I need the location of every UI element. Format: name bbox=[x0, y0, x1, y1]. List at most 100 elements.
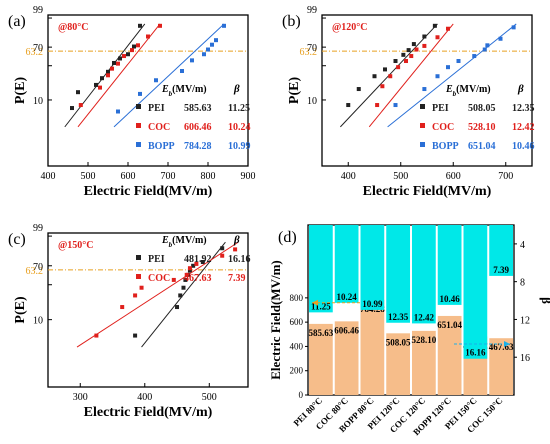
data-point bbox=[187, 268, 192, 273]
fit-line bbox=[76, 241, 239, 348]
data-point bbox=[220, 246, 225, 251]
panel-label: (d) bbox=[278, 229, 297, 246]
beta-bar bbox=[360, 225, 385, 310]
legend-series-name: PEI bbox=[432, 103, 449, 114]
eb-bar bbox=[489, 338, 513, 395]
panel-label: (a) bbox=[8, 13, 26, 30]
x-tick-label: 300 bbox=[73, 392, 88, 403]
left-y-tick-label: 800 bbox=[290, 293, 304, 303]
data-point bbox=[130, 48, 134, 53]
series-pei bbox=[133, 241, 226, 348]
legend-beta-value: 16.16 bbox=[228, 254, 251, 265]
data-point bbox=[158, 23, 162, 28]
panel-c: 63.2 10 70 99 300 400 500 Electric Field(MV/m) P… bbox=[8, 223, 251, 420]
legend-header-beta: β bbox=[517, 83, 524, 95]
data-point bbox=[112, 60, 116, 65]
legend-beta-value: 10.24 bbox=[228, 122, 251, 133]
beta-bar bbox=[463, 225, 488, 359]
legend-series-name: BOPP bbox=[432, 141, 459, 152]
legend: Eb(MV/m) β PEI 481.92 16.16 COC 467.63 7.39 bbox=[136, 234, 251, 284]
data-point bbox=[146, 34, 150, 39]
eb-bar-label: 606.46 bbox=[334, 325, 359, 335]
data-point bbox=[106, 69, 110, 74]
legend-eb-value: 528.10 bbox=[468, 122, 496, 133]
data-point bbox=[498, 36, 503, 41]
panel-label: (b) bbox=[282, 13, 301, 30]
data-point bbox=[120, 305, 125, 310]
data-point bbox=[175, 305, 180, 310]
beta-bar bbox=[309, 225, 333, 313]
data-point bbox=[132, 44, 136, 49]
panel-label: (c) bbox=[8, 231, 26, 248]
data-point bbox=[396, 65, 401, 70]
y-tick-label: 99 bbox=[33, 223, 43, 234]
data-point bbox=[100, 76, 104, 81]
beta-bar-label: 11.25 bbox=[311, 301, 331, 311]
eb-bar-label: 528.10 bbox=[412, 335, 437, 345]
condition-label: @120°C bbox=[332, 22, 368, 33]
right-y-tick-label: 4 bbox=[520, 240, 525, 251]
data-point bbox=[78, 103, 83, 108]
x-tick-label: 600 bbox=[446, 171, 461, 182]
data-point bbox=[435, 35, 440, 40]
legend-series-name: BOPP bbox=[148, 141, 175, 152]
data-point bbox=[380, 84, 385, 89]
y-tick-label: 10 bbox=[33, 96, 43, 107]
x-tick-label: 500 bbox=[393, 171, 408, 182]
legend-marker bbox=[136, 274, 141, 279]
data-point bbox=[214, 38, 218, 43]
left-axis-arrowhead bbox=[312, 299, 318, 306]
legend: Eb(MV/m) β PEI 585.63 11.25 COC 606.46 10.24 BOP… bbox=[136, 83, 251, 152]
data-point bbox=[122, 54, 126, 59]
legend-series-name: PEI bbox=[148, 103, 165, 114]
beta-bar-label: 12.35 bbox=[388, 312, 409, 322]
data-point bbox=[409, 54, 414, 59]
data-point bbox=[346, 103, 351, 108]
x-tick-label: 900 bbox=[241, 171, 256, 182]
plot-frame bbox=[307, 224, 515, 396]
x-tick-label: 400 bbox=[137, 392, 152, 403]
left-y-tick-label: 200 bbox=[290, 366, 304, 376]
beta-bar-label: 16.16 bbox=[465, 348, 486, 358]
x-tick-label: 600 bbox=[121, 171, 136, 182]
panel-d: 585.63606.46784.28508.05528.10651.04481.… bbox=[268, 224, 550, 437]
data-point bbox=[190, 58, 194, 63]
legend-header: Eb(MV/m) bbox=[161, 235, 207, 249]
legend-marker bbox=[136, 104, 141, 109]
data-point bbox=[485, 43, 490, 48]
data-point bbox=[375, 103, 380, 108]
legend-series-name: PEI bbox=[148, 254, 165, 265]
right-y-axis-label: β bbox=[539, 297, 550, 304]
legend-marker bbox=[420, 142, 425, 147]
data-point bbox=[180, 69, 184, 74]
legend-eb-value: 585.63 bbox=[184, 103, 212, 114]
series-coc bbox=[77, 23, 162, 128]
legend-series-name: COC bbox=[432, 122, 454, 133]
data-point bbox=[406, 48, 411, 53]
data-point bbox=[139, 285, 144, 290]
x-tick-label: 700 bbox=[161, 171, 176, 182]
data-point bbox=[94, 82, 98, 87]
data-point bbox=[94, 333, 99, 338]
eb-bar bbox=[360, 299, 385, 395]
data-point bbox=[191, 263, 196, 268]
data-point bbox=[181, 285, 186, 290]
right-y-tick-label: 8 bbox=[520, 278, 525, 289]
y-tick-label: 10 bbox=[33, 316, 43, 327]
x-tick-label: 500 bbox=[81, 171, 96, 182]
series-coc bbox=[368, 23, 454, 128]
left-y-tick-label: 400 bbox=[290, 341, 304, 351]
legend-header: Eb(MV/m) bbox=[445, 84, 491, 98]
legend-eb-value: 481.92 bbox=[184, 254, 212, 265]
legend-marker bbox=[420, 104, 425, 109]
data-point bbox=[126, 52, 130, 57]
right-y-tick-label: 16 bbox=[520, 353, 530, 364]
y-tick-label: 70 bbox=[33, 262, 43, 273]
data-point bbox=[456, 59, 461, 64]
data-point bbox=[404, 59, 408, 64]
beta-bar bbox=[386, 225, 410, 323]
eb-bar bbox=[334, 321, 359, 395]
right-axis-arrowhead bbox=[504, 341, 510, 347]
data-point bbox=[184, 272, 189, 277]
left-y-tick-label: 600 bbox=[290, 317, 304, 327]
